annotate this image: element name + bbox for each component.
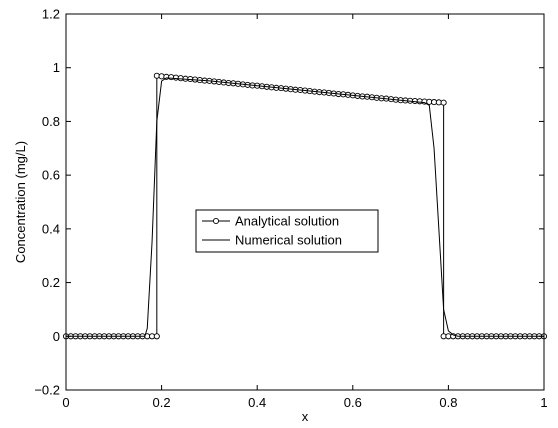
legend-box xyxy=(195,209,379,253)
series-line-2 xyxy=(66,77,544,337)
axes: 0 0.2 0.4 0.6 0.8 1−0.200.20.40.60.811.2 xyxy=(34,7,547,411)
legend: Analytical solution Numerical solution xyxy=(195,209,379,253)
data-point xyxy=(440,99,447,106)
x-tick-label: 0.6 xyxy=(344,395,362,410)
axes-box xyxy=(65,13,545,391)
y-tick-label: 0.8 xyxy=(42,114,60,129)
series-line-1 xyxy=(66,75,544,337)
y-tick-label: 0 xyxy=(53,329,60,344)
x-tick-label: 0.2 xyxy=(153,395,171,410)
y-tick-label: 1.2 xyxy=(42,7,60,22)
y-axis-label: Concentration (mg/L) xyxy=(13,141,28,263)
x-tick-label: 0.8 xyxy=(439,395,457,410)
x-tick-label: 1 xyxy=(540,395,547,410)
x-tick-label: 0.4 xyxy=(248,395,266,410)
legend-label-1: Analytical solution xyxy=(235,214,339,229)
legend-label-2: Numerical solution xyxy=(235,233,342,248)
y-tick-label: 0.2 xyxy=(42,275,60,290)
x-tick-label: 0 xyxy=(62,395,69,410)
y-tick-label: 0.4 xyxy=(42,221,60,236)
legend-marker xyxy=(212,217,220,225)
y-tick-label: 0.6 xyxy=(42,168,60,183)
plot-area xyxy=(62,72,548,340)
x-axis-label: x xyxy=(302,409,309,424)
y-tick-label: 1 xyxy=(53,60,60,75)
data-point xyxy=(153,333,160,340)
y-tick-label: −0.2 xyxy=(34,383,60,398)
